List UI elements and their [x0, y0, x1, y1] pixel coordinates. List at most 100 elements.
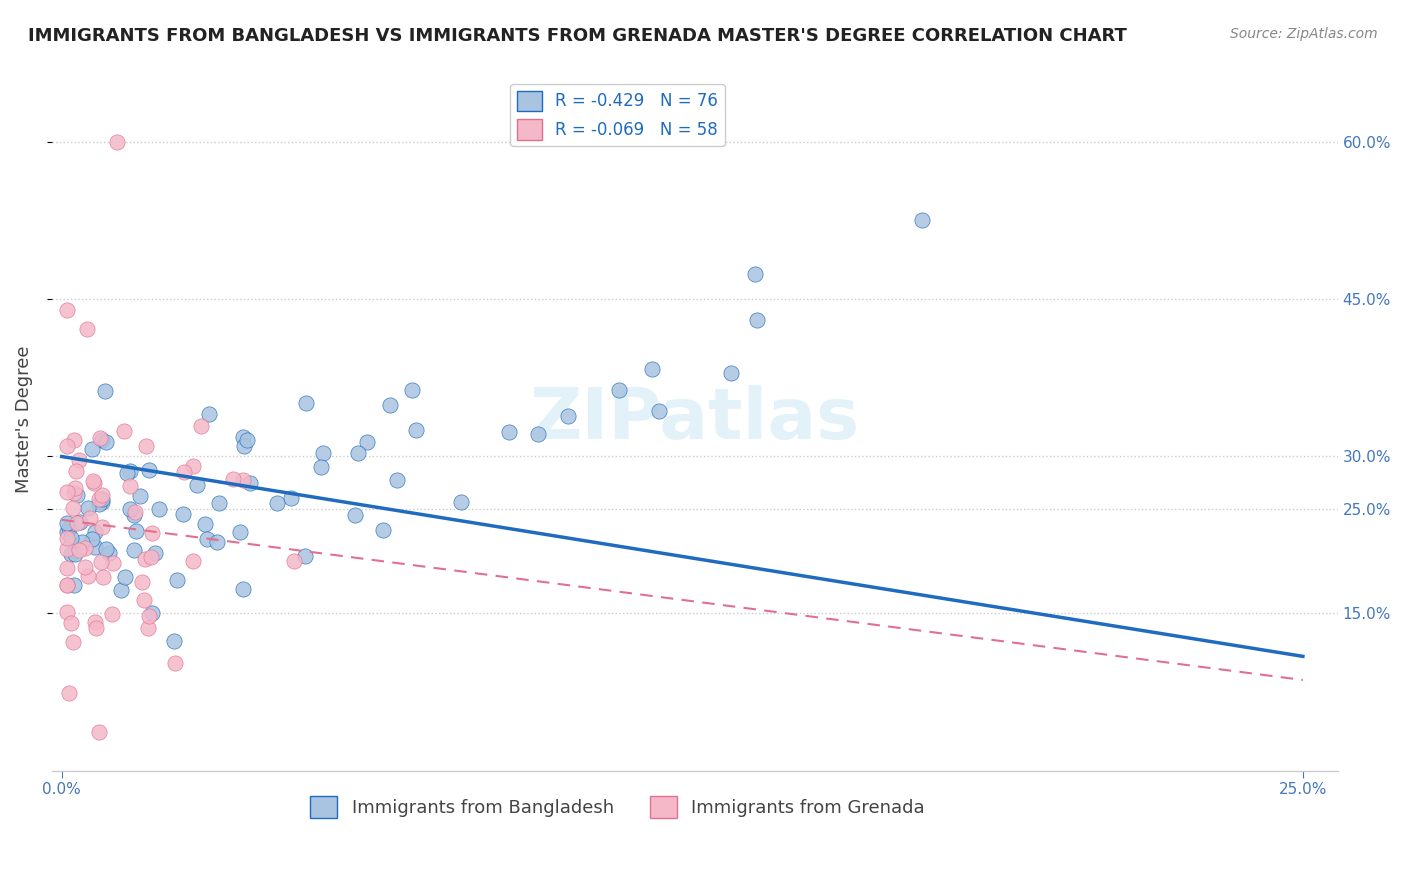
Point [197, 532, 219, 546]
Point [194, 517, 217, 532]
Point [75, 541, 97, 555]
Point [98, 546, 121, 560]
Point [59, 531, 82, 545]
Point [181, 553, 204, 567]
Point [141, 526, 163, 541]
Point [87, 491, 110, 506]
Point [450, 495, 472, 509]
Point [58, 521, 80, 535]
Point [55, 485, 77, 500]
Point [373, 523, 395, 537]
Point [118, 464, 141, 478]
Point [115, 467, 138, 481]
Point [114, 569, 136, 583]
Point [84, 615, 107, 630]
Point [148, 502, 170, 516]
Point [87, 724, 110, 739]
Point [498, 425, 520, 440]
Point [63, 433, 86, 447]
Point [94, 384, 117, 398]
Y-axis label: Master's Degree: Master's Degree [15, 346, 32, 493]
Point [186, 478, 208, 492]
Point [70, 535, 93, 549]
Point [135, 439, 157, 453]
Point [557, 409, 579, 424]
Point [55, 516, 77, 531]
Point [347, 446, 370, 460]
Point [128, 489, 150, 503]
Point [181, 458, 204, 473]
Legend: Immigrants from Bangladesh, Immigrants from Grenada: Immigrants from Bangladesh, Immigrants f… [302, 789, 932, 825]
Point [84, 621, 107, 635]
Point [294, 549, 316, 563]
Point [62, 635, 84, 649]
Point [67, 453, 90, 467]
Point [378, 398, 401, 412]
Point [232, 582, 254, 597]
Point [232, 430, 254, 444]
Point [283, 554, 305, 568]
Point [122, 543, 145, 558]
Point [143, 545, 166, 559]
Point [222, 472, 245, 486]
Point [60, 547, 83, 561]
Point [62, 486, 84, 500]
Point [138, 609, 160, 624]
Point [405, 423, 427, 437]
Point [118, 479, 141, 493]
Point [401, 384, 423, 398]
Point [607, 383, 630, 397]
Point [309, 460, 332, 475]
Point [173, 465, 195, 479]
Point [648, 403, 671, 417]
Point [280, 491, 302, 506]
Point [236, 433, 259, 447]
Point [66, 488, 89, 502]
Point [101, 607, 124, 621]
Point [83, 476, 105, 491]
Point [59, 616, 82, 631]
Point [165, 657, 187, 671]
Point [163, 634, 186, 648]
Point [58, 686, 80, 700]
Point [122, 508, 145, 523]
Point [131, 574, 153, 589]
Point [141, 607, 163, 621]
Point [87, 497, 110, 511]
Point [266, 496, 288, 510]
Point [198, 407, 221, 421]
Point [94, 435, 117, 450]
Point [90, 519, 112, 533]
Point [387, 473, 409, 487]
Point [132, 593, 155, 607]
Point [166, 574, 188, 588]
Point [139, 549, 162, 564]
Point [747, 312, 769, 326]
Point [295, 396, 318, 410]
Point [641, 362, 664, 376]
Point [55, 560, 77, 574]
Point [190, 419, 212, 434]
Point [124, 505, 146, 519]
Point [79, 511, 101, 525]
Point [77, 568, 100, 582]
Point [138, 621, 160, 635]
Point [65, 464, 87, 478]
Point [344, 508, 367, 522]
Point [911, 213, 934, 227]
Point [82, 474, 104, 488]
Point [55, 578, 77, 592]
Point [84, 540, 107, 554]
Point [55, 605, 77, 619]
Point [232, 473, 254, 487]
Point [89, 431, 111, 445]
Point [208, 495, 231, 509]
Point [90, 433, 112, 447]
Point [312, 446, 335, 460]
Point [125, 524, 148, 538]
Point [55, 302, 77, 317]
Point [134, 551, 156, 566]
Point [80, 532, 103, 546]
Point [55, 525, 77, 540]
Point [94, 542, 117, 557]
